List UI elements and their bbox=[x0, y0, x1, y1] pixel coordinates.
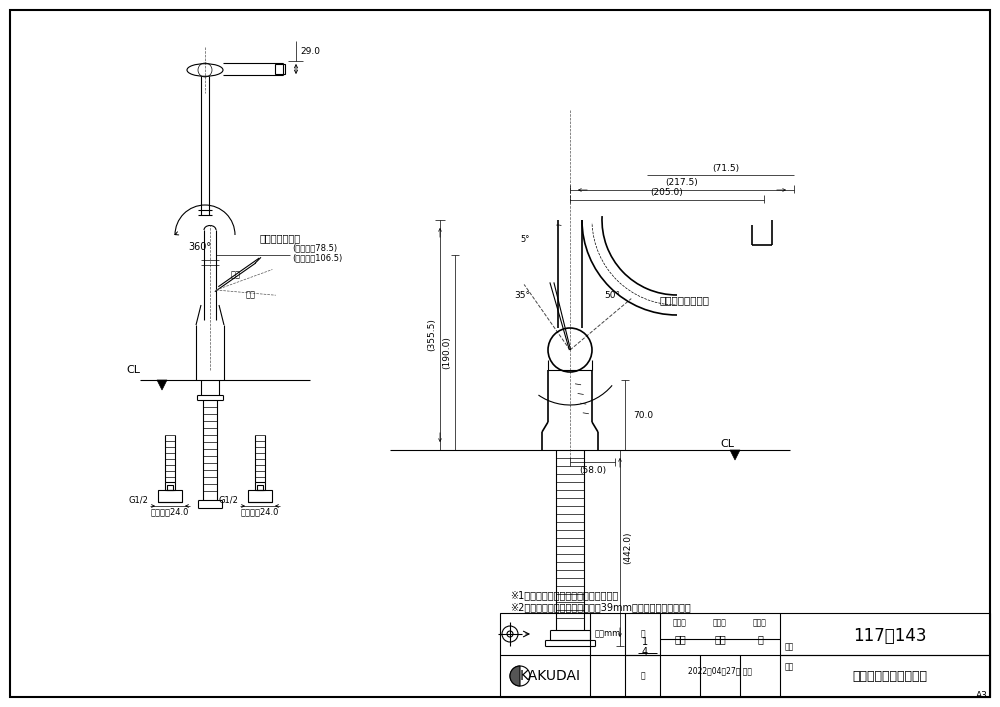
Bar bbox=[275, 64, 285, 74]
Bar bbox=[248, 490, 272, 502]
Bar bbox=[255, 482, 265, 490]
Text: 70.0: 70.0 bbox=[633, 411, 653, 419]
Text: CL: CL bbox=[126, 365, 140, 375]
Polygon shape bbox=[157, 380, 167, 390]
Text: 岩藤: 岩藤 bbox=[674, 634, 686, 644]
Text: 承　認: 承 認 bbox=[753, 619, 767, 628]
Text: 止水: 止水 bbox=[231, 271, 241, 279]
Text: 製　図: 製 図 bbox=[673, 619, 687, 628]
Text: 品番: 品番 bbox=[785, 643, 794, 651]
Text: 4: 4 bbox=[642, 647, 648, 657]
Text: (442.0): (442.0) bbox=[624, 532, 633, 564]
Text: G1/2: G1/2 bbox=[128, 496, 148, 505]
Wedge shape bbox=[510, 666, 520, 686]
Text: 5°: 5° bbox=[520, 235, 530, 245]
Text: (205.0): (205.0) bbox=[651, 189, 683, 197]
Polygon shape bbox=[730, 450, 740, 460]
Text: (全閉時　106.5): (全閉時 106.5) bbox=[292, 254, 342, 262]
Text: 単位mm: 単位mm bbox=[594, 629, 621, 638]
Text: 寒川: 寒川 bbox=[714, 634, 726, 644]
Text: 六角対辺24.0: 六角対辺24.0 bbox=[151, 508, 189, 517]
Bar bbox=[158, 490, 182, 502]
Text: (71.5): (71.5) bbox=[712, 163, 739, 173]
Text: 吐水: 吐水 bbox=[246, 291, 256, 300]
Text: (止水時　78.5): (止水時 78.5) bbox=[292, 243, 337, 252]
Text: 29.0: 29.0 bbox=[300, 47, 320, 56]
Text: 尺: 尺 bbox=[640, 629, 645, 638]
Text: (217.5): (217.5) bbox=[666, 178, 698, 187]
Text: ハンドル回転角度: ハンドル回転角度 bbox=[660, 295, 710, 305]
Text: CL: CL bbox=[720, 439, 734, 449]
Text: ※2　ブレードホースは曲げ半径39mm以上を確保すること。: ※2 ブレードホースは曲げ半径39mm以上を確保すること。 bbox=[510, 602, 691, 612]
Text: (58.0): (58.0) bbox=[579, 465, 606, 474]
Text: A3: A3 bbox=[976, 691, 988, 700]
Text: (355.5): (355.5) bbox=[428, 319, 436, 351]
Text: 祀: 祀 bbox=[757, 634, 763, 644]
Text: 2022年04月27日 作成: 2022年04月27日 作成 bbox=[688, 667, 752, 675]
Text: (190.0): (190.0) bbox=[442, 336, 452, 369]
Text: KAKUDAI: KAKUDAI bbox=[520, 669, 580, 683]
Text: G1/2: G1/2 bbox=[218, 496, 238, 505]
Text: 50°: 50° bbox=[604, 291, 620, 300]
Text: 吐水口回転角度: 吐水口回転角度 bbox=[260, 233, 301, 243]
Text: 1: 1 bbox=[642, 637, 648, 647]
Bar bbox=[165, 482, 175, 490]
Text: 35°: 35° bbox=[514, 291, 530, 300]
Text: 度: 度 bbox=[640, 672, 645, 681]
Text: 検　図: 検 図 bbox=[713, 619, 727, 628]
Text: ※1　（　）内寸法は参考寸法である。: ※1 （ ）内寸法は参考寸法である。 bbox=[510, 590, 618, 600]
Bar bbox=[167, 485, 173, 490]
Bar bbox=[257, 485, 263, 490]
Text: 360°: 360° bbox=[188, 242, 212, 252]
Text: 117－143: 117－143 bbox=[853, 627, 927, 645]
Text: 六角対辺24.0: 六角対辺24.0 bbox=[241, 508, 279, 517]
Text: 品名: 品名 bbox=[785, 662, 794, 672]
Bar bbox=[500, 613, 990, 697]
Text: シングルレバー混合栓: シングルレバー混合栓 bbox=[852, 670, 928, 682]
